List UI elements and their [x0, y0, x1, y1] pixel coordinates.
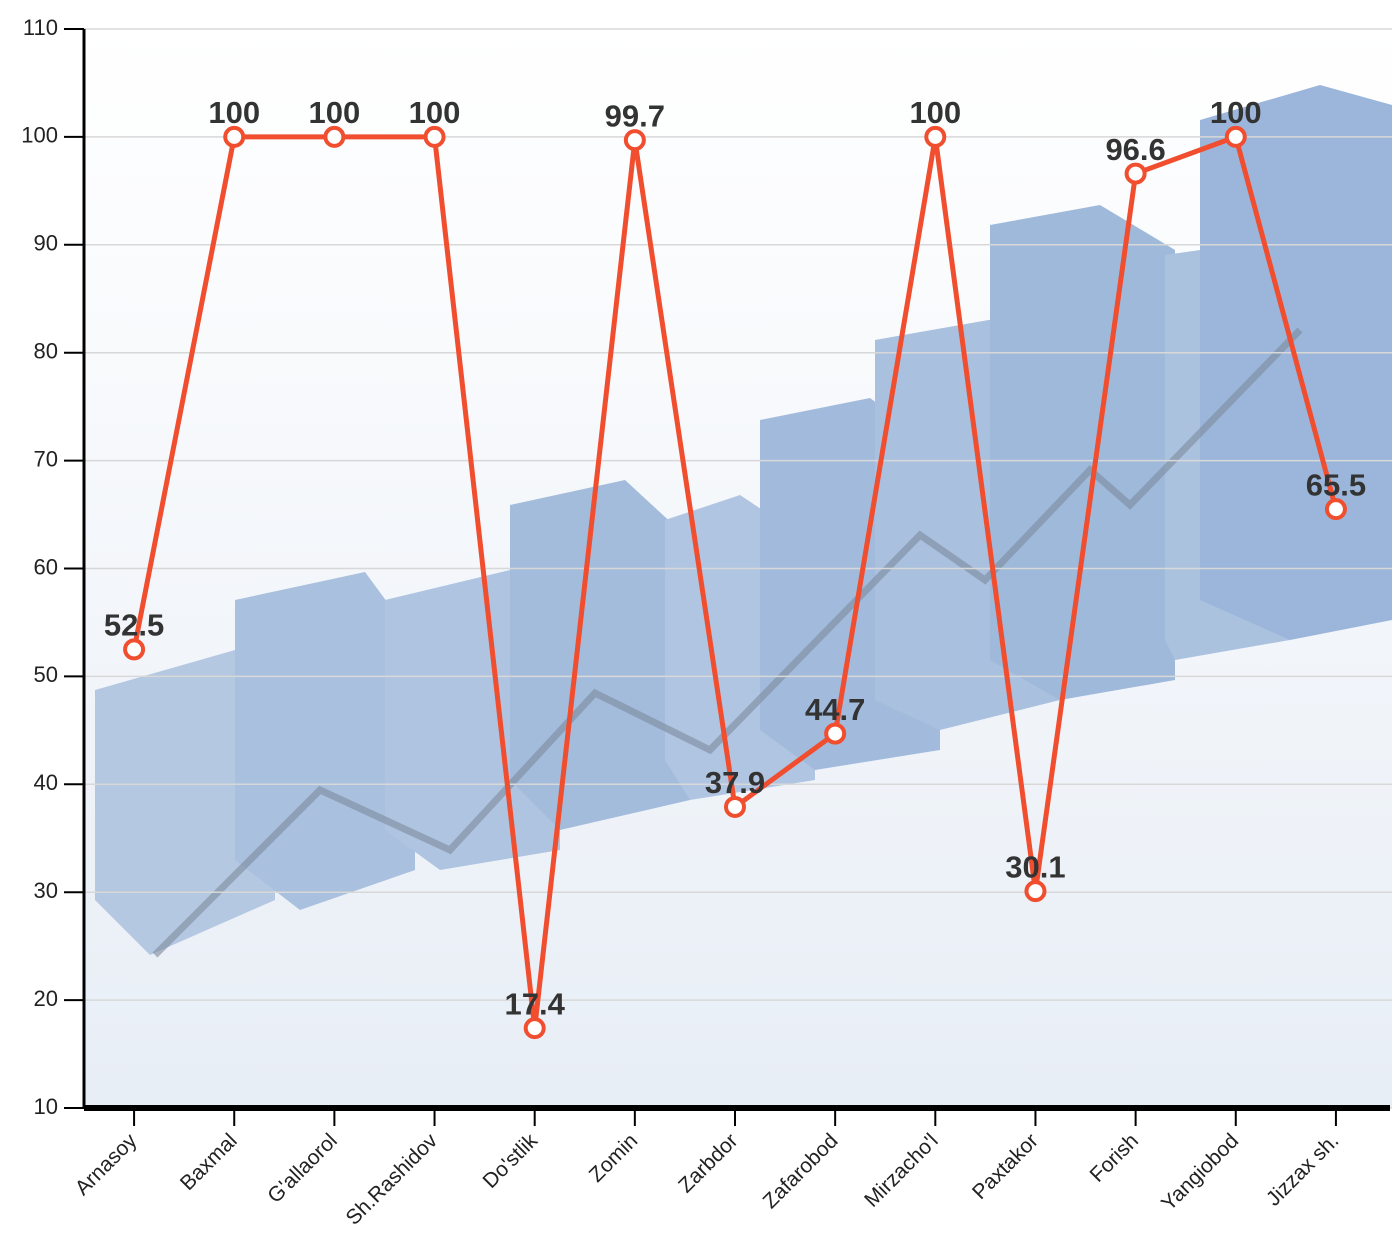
y-tick-label: 90 — [34, 231, 58, 256]
x-tick-label: Forish — [1086, 1129, 1144, 1187]
data-label: 100 — [309, 95, 361, 130]
data-point — [523, 1017, 546, 1040]
y-tick-label: 60 — [34, 554, 58, 579]
data-point — [724, 795, 746, 818]
data-point — [1224, 125, 1247, 148]
data-label: 100 — [909, 95, 961, 130]
data-point — [223, 125, 246, 148]
x-tick-label: Arnasoy — [71, 1129, 142, 1200]
data-point — [824, 722, 847, 745]
y-tick-label: 10 — [34, 1094, 58, 1119]
data-label: 96.6 — [1105, 132, 1165, 167]
x-tick-label: Do'stlik — [478, 1129, 542, 1193]
data-point — [323, 125, 346, 148]
data-label: 100 — [409, 95, 461, 130]
data-point — [623, 129, 646, 152]
data-point — [123, 638, 146, 661]
y-tick-label: 30 — [34, 878, 58, 903]
y-tick-label: 70 — [34, 446, 58, 471]
x-tick-label: Baxmal — [176, 1129, 242, 1195]
data-label: 44.7 — [805, 692, 865, 727]
x-tick-label: Yangiobod — [1157, 1129, 1243, 1215]
x-tick-label: G'allaorol — [263, 1129, 342, 1208]
x-tick-label: Jizzax sh. — [1262, 1129, 1343, 1210]
x-tick-label: Mirzacho'l — [860, 1129, 943, 1212]
x-tick-label: Zarbdor — [674, 1129, 742, 1197]
y-tick-label: 20 — [34, 986, 58, 1011]
data-label: 100 — [208, 95, 260, 130]
y-tick-label: 80 — [34, 339, 58, 364]
data-label: 37.9 — [705, 765, 765, 800]
data-point — [1124, 162, 1147, 185]
data-label: 30.1 — [1005, 849, 1065, 884]
data-point — [1024, 880, 1047, 903]
y-tick-label: 110 — [23, 15, 58, 40]
data-label: 99.7 — [605, 98, 665, 133]
data-point — [423, 125, 446, 148]
x-tick-label: Paxtakor — [968, 1129, 1043, 1204]
x-tick-label: Sh.Rashidov — [342, 1129, 443, 1230]
data-label: 17.4 — [505, 986, 566, 1021]
data-label: 52.5 — [104, 608, 164, 643]
x-tick-label: Zafarobod — [759, 1129, 843, 1213]
data-point — [924, 125, 947, 148]
data-label: 65.5 — [1306, 467, 1366, 502]
data-label: 100 — [1210, 95, 1262, 130]
y-tick-label: 100 — [21, 123, 58, 148]
y-tick-label: 40 — [34, 770, 58, 795]
y-tick-label: 50 — [34, 662, 58, 687]
x-tick-label: Zomin — [585, 1129, 643, 1187]
data-point — [1324, 498, 1347, 521]
